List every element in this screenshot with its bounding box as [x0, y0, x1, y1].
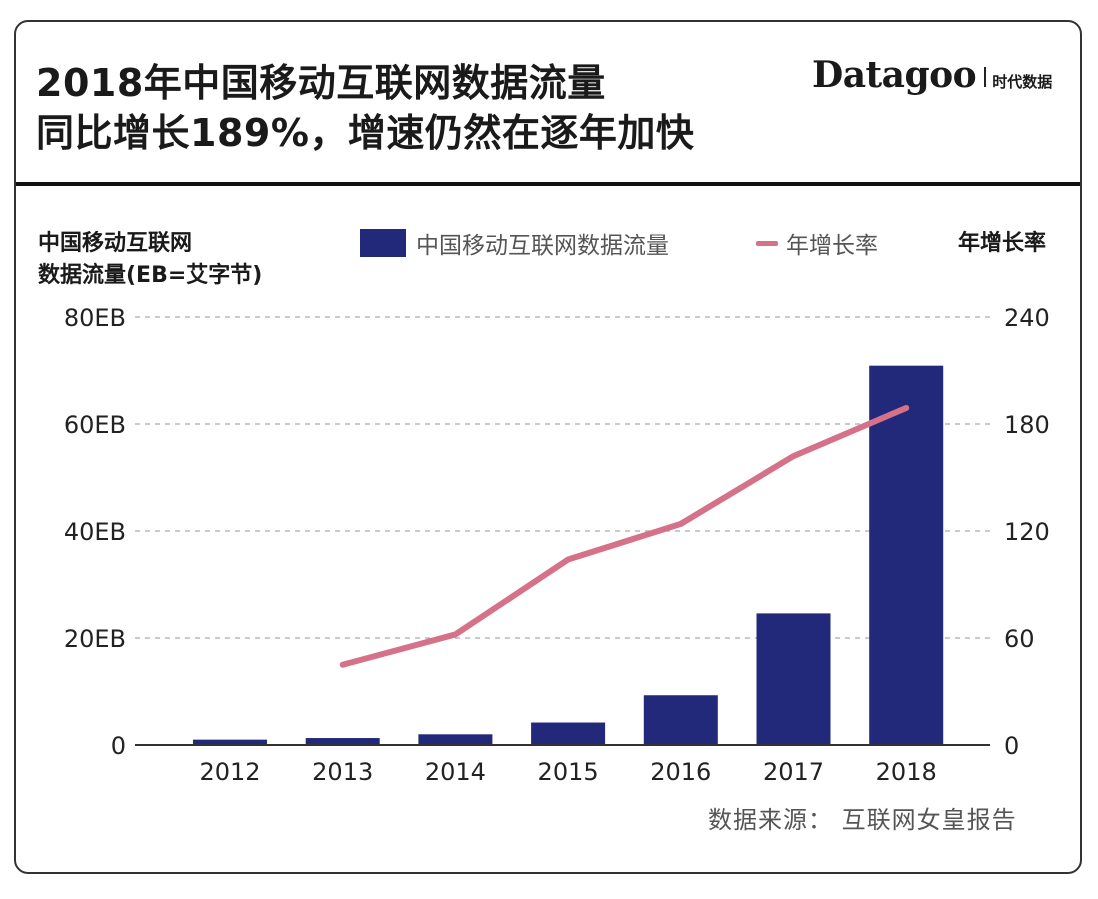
legend-line-label: 年增长率	[786, 233, 878, 259]
right-axis-label: 年增长率	[958, 231, 1047, 256]
legend-bar-swatch	[360, 229, 406, 257]
brand-subtitle: 时代数据	[992, 73, 1053, 91]
legend-item-bar: 中国移动互联网数据流量	[360, 226, 669, 260]
brand-name: Datagoo	[812, 54, 977, 96]
legend-item-line: 年增长率	[756, 226, 878, 260]
chart-title: 2018年中国移动互联网数据流量 同比增长189%，增速仍然在逐年加快	[36, 58, 694, 158]
title-line-2: 同比增长189%，增速仍然在逐年加快	[36, 111, 695, 155]
left-axis-label-line-1: 中国移动互联网	[38, 231, 193, 256]
brand-logo: Datagoo 时代数据	[812, 54, 1052, 96]
left-axis-label: 中国移动互联网 数据流量(EB=艾字节)	[38, 228, 262, 292]
brand-separator	[984, 67, 987, 87]
legend-line-swatch	[756, 240, 778, 246]
title-line-1: 2018年中国移动互联网数据流量	[36, 61, 606, 105]
legend-bar-label: 中国移动互联网数据流量	[416, 233, 669, 259]
header-divider	[16, 182, 1080, 186]
data-source: 数据来源： 互联网女皇报告	[708, 806, 1017, 834]
left-axis-label-line-2: 数据流量(EB=艾字节)	[38, 263, 263, 288]
